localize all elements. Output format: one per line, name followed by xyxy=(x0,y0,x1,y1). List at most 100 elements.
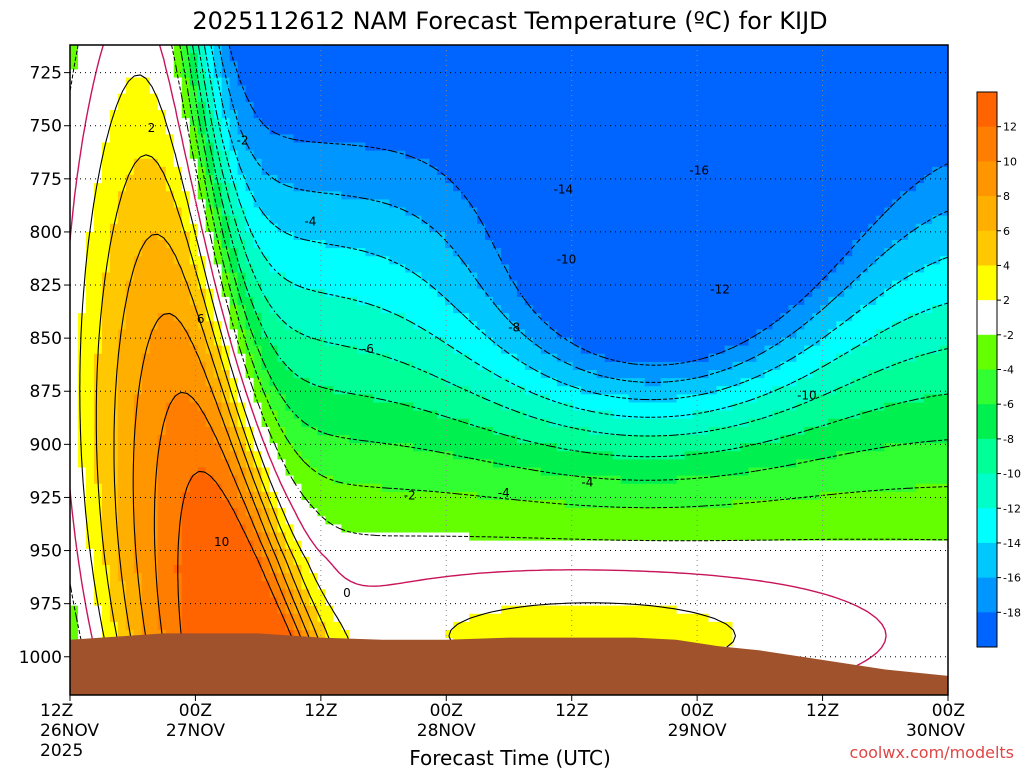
temperature-cell xyxy=(333,166,342,176)
temperature-cell xyxy=(413,532,422,542)
temperature-cell xyxy=(445,288,454,298)
temperature-cell xyxy=(165,199,175,209)
temperature-cell xyxy=(117,435,127,444)
temperature-cell xyxy=(293,150,303,160)
temperature-cell xyxy=(564,313,574,322)
temperature-cell xyxy=(173,53,183,62)
temperature-cell xyxy=(397,613,406,623)
temperature-cell xyxy=(548,475,558,485)
temperature-cell xyxy=(445,394,454,404)
temperature-cell xyxy=(357,305,366,314)
temperature-cell xyxy=(93,621,103,631)
temperature-cell xyxy=(157,248,167,257)
temperature-cell xyxy=(445,231,454,241)
temperature-cell xyxy=(437,516,446,525)
temperature-cell xyxy=(540,597,550,607)
temperature-cell xyxy=(509,337,518,347)
temperature-cell xyxy=(181,418,191,428)
temperature-cell xyxy=(277,207,287,217)
temperature-cell xyxy=(197,118,207,127)
temperature-cell xyxy=(285,191,295,200)
temperature-cell xyxy=(261,321,271,330)
temperature-cell xyxy=(365,280,374,290)
temperature-cell xyxy=(469,565,478,574)
temperature-cell xyxy=(109,199,119,209)
temperature-cell xyxy=(70,491,79,501)
temperature-cell xyxy=(285,296,295,306)
temperature-cell xyxy=(70,483,79,493)
temperature-cell xyxy=(349,361,358,371)
temperature-cell xyxy=(524,134,534,144)
temperature-cell xyxy=(77,500,87,509)
temperature-cell xyxy=(253,256,263,265)
temperature-cell xyxy=(548,321,558,330)
temperature-cell xyxy=(93,142,103,152)
temperature-cell xyxy=(165,483,175,493)
temperature-cell xyxy=(548,264,558,274)
temperature-cell xyxy=(341,353,350,363)
temperature-cell xyxy=(173,296,183,306)
temperature-cell xyxy=(309,524,319,534)
temperature-cell xyxy=(469,630,478,639)
temperature-cell xyxy=(173,605,183,615)
temperature-cell xyxy=(85,500,95,509)
temperature-cell xyxy=(389,443,398,452)
temperature-cell xyxy=(429,215,438,225)
temperature-cell xyxy=(133,402,143,412)
temperature-cell xyxy=(317,69,327,79)
temperature-cell xyxy=(301,256,311,265)
temperature-cell xyxy=(357,573,366,582)
temperature-cell xyxy=(109,240,119,249)
temperature-cell xyxy=(285,467,295,477)
temperature-cell xyxy=(117,426,127,436)
temperature-cell xyxy=(141,69,151,79)
temperature-cell xyxy=(389,53,398,62)
temperature-cell xyxy=(93,402,103,412)
temperature-cell xyxy=(317,337,327,347)
temperature-cell xyxy=(181,394,191,404)
temperature-cell xyxy=(548,581,558,590)
temperature-cell xyxy=(125,345,135,355)
temperature-cell xyxy=(445,475,454,485)
temperature-cell xyxy=(237,231,247,241)
temperature-cell xyxy=(532,491,542,501)
temperature-cell xyxy=(309,337,319,347)
temperature-cell xyxy=(564,272,574,282)
temperature-cell xyxy=(461,150,470,160)
temperature-cell xyxy=(285,110,295,119)
temperature-cell xyxy=(397,166,406,176)
temperature-cell xyxy=(333,459,342,469)
temperature-cell xyxy=(70,256,79,265)
temperature-cell xyxy=(141,248,151,257)
temperature-cell xyxy=(469,321,478,330)
temperature-cell xyxy=(293,69,303,79)
temperature-cell xyxy=(365,110,374,119)
temperature-cell xyxy=(309,386,319,395)
temperature-cell xyxy=(141,77,151,87)
temperature-cell xyxy=(325,118,334,127)
temperature-cell xyxy=(524,597,534,607)
temperature-cell xyxy=(285,321,295,330)
temperature-cell xyxy=(453,597,462,607)
temperature-cell xyxy=(341,605,350,615)
temperature-cell xyxy=(117,556,127,566)
temperature-cell xyxy=(269,110,279,119)
temperature-cell xyxy=(277,101,287,111)
temperature-cell xyxy=(149,215,159,225)
temperature-cell xyxy=(109,394,119,404)
temperature-cell xyxy=(548,101,558,111)
temperature-cell xyxy=(205,223,215,233)
temperature-cell xyxy=(445,435,454,444)
temperature-cell xyxy=(125,451,135,460)
temperature-cell xyxy=(373,288,382,298)
temperature-cell xyxy=(532,305,542,314)
temperature-cell xyxy=(445,223,454,233)
temperature-cell xyxy=(189,565,199,574)
temperature-cell xyxy=(133,101,143,111)
temperature-cell xyxy=(85,110,95,119)
temperature-cell xyxy=(516,305,526,314)
temperature-cell xyxy=(253,142,263,152)
temperature-cell xyxy=(317,597,327,607)
temperature-cell xyxy=(333,134,342,144)
temperature-cell xyxy=(261,166,271,176)
